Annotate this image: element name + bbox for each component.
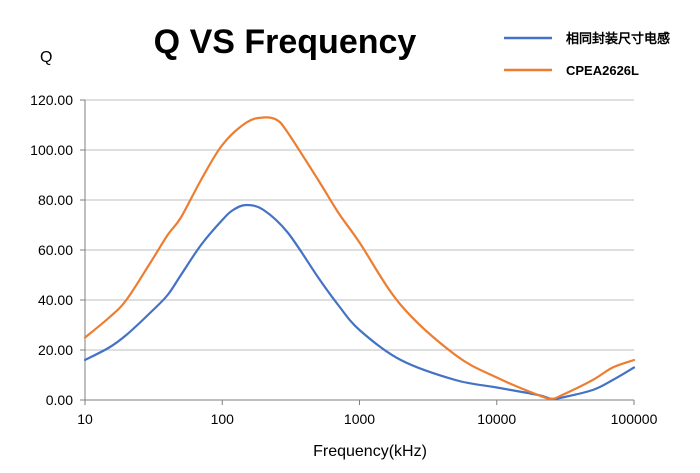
x-tick-label: 10	[77, 411, 93, 427]
legend: 相同封装尺寸电感 CPEA2626L	[504, 31, 670, 78]
x-axis-label: Frequency(kHz)	[313, 443, 427, 460]
x-tick-label: 1000	[344, 411, 375, 427]
legend-label-series-1: 相同封装尺寸电感	[566, 31, 670, 46]
y-axis-label: Q	[40, 49, 52, 66]
x-tick-label: 10000	[477, 411, 516, 427]
legend-label-series-2: CPEA2626L	[566, 63, 639, 78]
chart-title: Q VS Frequency	[154, 23, 417, 61]
y-tick-label: 80.00	[38, 192, 73, 208]
y-tick-label: 0.00	[46, 392, 73, 408]
gridlines	[80, 99, 635, 405]
y-tick-label: 40.00	[38, 292, 73, 308]
tick-labels: 0.00 20.00 40.00 60.00 80.00 100.00 120.00 10 10…	[30, 92, 657, 427]
y-tick-label: 20.00	[38, 342, 73, 358]
series-line-2	[83, 116, 636, 400]
y-tick-label: 100.00	[30, 142, 73, 158]
series-lines	[83, 116, 636, 401]
y-tick-label: 60.00	[38, 242, 73, 258]
x-tick-label: 100000	[611, 411, 658, 427]
y-tick-label: 120.00	[30, 92, 73, 108]
x-tick-label: 100	[211, 411, 235, 427]
